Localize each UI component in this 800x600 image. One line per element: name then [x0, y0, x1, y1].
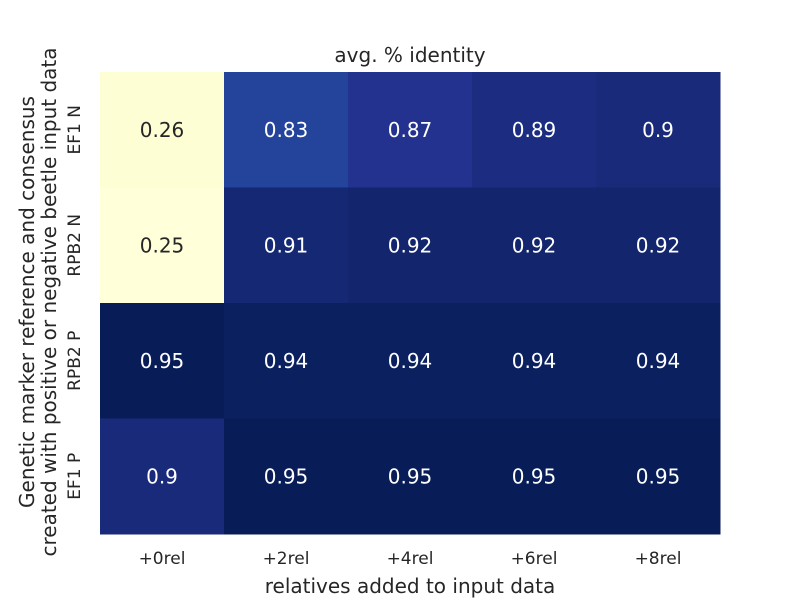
y-tick-label: RPB2 N — [65, 214, 85, 277]
y-axis-ticks: EF1 N RPB2 N RPB2 P EF1 P — [65, 105, 85, 500]
x-tick-label: +2rel — [263, 549, 310, 569]
y-tick-label: EF1 P — [65, 453, 85, 500]
x-axis-ticks: +0rel +2rel +4rel +6rel +8rel — [139, 549, 682, 569]
x-tick-label: +8rel — [635, 549, 682, 569]
cell-value-label: 0.25 — [140, 233, 185, 257]
cell-value-label: 0.92 — [636, 233, 681, 257]
heatmap-cell — [596, 72, 721, 188]
heatmap-cell — [100, 72, 225, 188]
x-axis-label: relatives added to input data — [265, 574, 556, 598]
cell-value-label: 0.95 — [636, 464, 681, 488]
heatmap-cell — [348, 72, 473, 188]
x-tick-label: +6rel — [511, 549, 558, 569]
heatmap-cell — [472, 303, 597, 419]
x-tick-label: +0rel — [139, 549, 186, 569]
cell-value-label: 0.92 — [512, 233, 557, 257]
heatmap-cell — [596, 187, 721, 304]
cell-value-label: 0.26 — [140, 118, 185, 142]
heatmap-cell — [224, 418, 349, 535]
chart-title: avg. % identity — [334, 43, 485, 67]
cell-value-label: 0.94 — [388, 349, 433, 373]
cell-value-label: 0.95 — [388, 464, 433, 488]
cell-value-label: 0.94 — [264, 349, 309, 373]
cell-value-label: 0.9 — [642, 118, 674, 142]
cell-value-label: 0.95 — [512, 464, 557, 488]
heatmap-cell — [224, 303, 349, 419]
cell-value-label: 0.92 — [388, 233, 433, 257]
heatmap-cell — [472, 418, 597, 535]
cell-value-label: 0.94 — [512, 349, 557, 373]
heatmap-cell — [596, 418, 721, 535]
cell-value-label: 0.91 — [264, 233, 309, 257]
heatmap-cell — [472, 187, 597, 304]
cell-value-label: 0.89 — [512, 118, 557, 142]
y-axis-label: Genetic marker reference and consensus c… — [15, 48, 61, 557]
heatmap-cell — [472, 72, 597, 188]
heatmap-cell — [100, 303, 225, 419]
heatmap-cell — [100, 187, 225, 304]
cell-value-label: 0.94 — [636, 349, 681, 373]
y-axis-label-line-2: created with positive or negative beetle… — [37, 48, 61, 557]
heatmap-cell — [224, 187, 349, 304]
heatmap-cell — [100, 418, 225, 535]
heatmap-cell — [348, 187, 473, 304]
heatmap-cells: 0.26 0.83 0.87 0.89 0.9 0.25 0.91 0.92 0.92 0.92 0… — [100, 72, 721, 535]
cell-value-label: 0.9 — [146, 464, 178, 488]
y-axis-label-line-1: Genetic marker reference and consensus — [15, 96, 39, 508]
cell-value-label: 0.95 — [264, 464, 309, 488]
heatmap-cell — [224, 72, 349, 188]
y-tick-label: RPB2 P — [65, 331, 85, 391]
x-tick-label: +4rel — [387, 549, 434, 569]
cell-value-label: 0.87 — [388, 118, 433, 142]
heatmap-cell — [348, 303, 473, 419]
cell-value-label: 0.83 — [264, 118, 309, 142]
cell-value-label: 0.95 — [140, 349, 185, 373]
heatmap-cell — [596, 303, 721, 419]
y-tick-label: EF1 N — [65, 105, 85, 154]
heatmap-cell — [348, 418, 473, 535]
